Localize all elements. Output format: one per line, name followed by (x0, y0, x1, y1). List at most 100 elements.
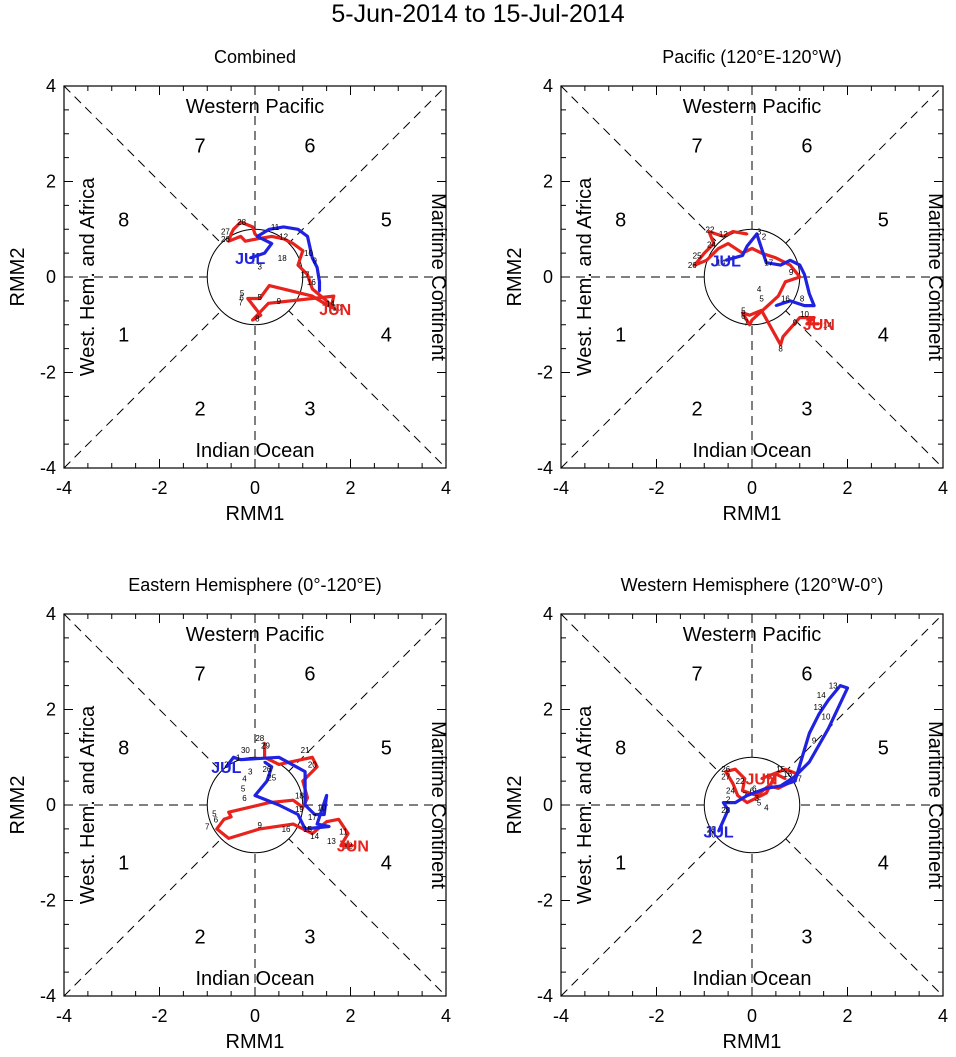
series-point-jul (268, 228, 271, 231)
region-label-top: Western Pacific (683, 624, 822, 646)
y-tick-label: 2 (543, 172, 553, 192)
y-tick-label: 2 (46, 700, 56, 720)
series-point-jun (805, 322, 809, 325)
series-point-jun (251, 318, 254, 322)
series-point-jun (325, 820, 328, 823)
phase-number: 2 (692, 926, 703, 948)
phase-number: 2 (195, 926, 206, 948)
phase-number: 1 (118, 852, 129, 874)
day-label: 18 (295, 791, 304, 800)
series-point-jun (306, 273, 309, 276)
x-tick-label: 4 (441, 478, 451, 498)
series-point-jul (793, 775, 797, 778)
series-point-jun (760, 309, 763, 312)
series-point-jun (750, 247, 754, 250)
series-point-jun (736, 794, 739, 797)
series-point-jul (746, 244, 749, 248)
series-point-jul (256, 235, 259, 238)
y-tick-label: 0 (46, 267, 56, 287)
region-label-bottom: Indian Ocean (196, 440, 315, 462)
day-label: 26 (262, 765, 271, 774)
series-point-jun (258, 297, 261, 300)
day-label: 5 (241, 784, 246, 793)
day-label: 16 (307, 278, 316, 287)
panel-title: Combined (214, 47, 296, 67)
day-label: 26 (221, 235, 230, 244)
series-point-jun (334, 307, 337, 311)
series-point-jun (784, 280, 787, 283)
series-point-jul (277, 803, 281, 807)
day-label: 16 (783, 770, 792, 779)
day-label: 6 (752, 784, 757, 793)
day-label: 21 (301, 746, 310, 755)
series-point-jun (779, 343, 782, 347)
day-label: 7 (744, 318, 749, 327)
day-label: 6 (242, 794, 247, 803)
series-point-jun (351, 844, 355, 847)
y-tick-label: 0 (543, 267, 553, 287)
series-point-jun (258, 827, 261, 831)
series-point-jul (812, 304, 816, 307)
x-tick-label: -4 (56, 1006, 72, 1026)
day-label: 16 (282, 825, 291, 834)
series-point-jun (731, 782, 735, 785)
series-point-jun (301, 806, 304, 809)
series-point-jun (337, 818, 340, 821)
x-tick-label: 0 (747, 1006, 757, 1026)
series-month-label-jul: JUL (703, 824, 733, 841)
series-point-jun (741, 311, 744, 315)
series-point-jun (812, 316, 816, 319)
day-label: 7 (205, 822, 210, 831)
series-point-jul (296, 813, 300, 816)
region-label-right: Maritime Continent (427, 193, 449, 361)
series-point-jun (311, 294, 314, 298)
series-point-jun (222, 818, 226, 821)
figure-title: 5-Jun-2014 to 15-Jul-2014 (331, 0, 624, 28)
series-point-jun (251, 225, 254, 229)
series-point-jul (827, 698, 830, 702)
day-label: 25 (693, 252, 702, 261)
day-label: 6 (750, 787, 755, 796)
phase-number: 7 (195, 664, 206, 686)
x-tick-label: -2 (648, 478, 664, 498)
day-label: 30 (241, 746, 250, 755)
phase-number: 8 (118, 210, 129, 232)
series-point-jul (249, 256, 252, 260)
series-point-jul (724, 259, 727, 262)
series-point-jul (303, 770, 307, 773)
series-point-jun (755, 794, 758, 797)
day-label: 17 (301, 271, 310, 280)
series-point-jul (774, 304, 778, 307)
y-tick-label: 4 (543, 76, 553, 96)
series-point-jul (253, 794, 257, 797)
day-label: 8 (255, 315, 260, 324)
series-point-jul (803, 304, 806, 307)
region-label-right: Maritime Continent (924, 721, 946, 889)
phase-number: 6 (304, 136, 315, 158)
series-point-jun (268, 284, 271, 287)
series-point-jun (789, 263, 792, 267)
y-tick-label: 4 (543, 604, 553, 624)
y-axis-label: RMM2 (7, 776, 29, 835)
phase-number: 2 (195, 398, 206, 420)
series-point-jun (703, 251, 706, 255)
day-label: 26 (721, 765, 730, 774)
y-axis-label: RMM2 (504, 776, 526, 835)
series-line-jul (249, 225, 322, 292)
series-point-jun (315, 765, 319, 768)
day-label: 27 (221, 228, 230, 237)
series-point-jul (318, 290, 321, 293)
day-label: 9 (277, 297, 282, 306)
region-label-right: Maritime Continent (427, 721, 449, 889)
series-month-label-jun: JUN (746, 772, 778, 789)
day-label: 2 (224, 760, 229, 769)
day-label: 7 (238, 298, 243, 307)
series-point-jun (259, 314, 262, 317)
x-axis-label: RMM1 (226, 503, 285, 525)
day-label: 5 (741, 306, 746, 315)
series-point-jun (301, 779, 304, 783)
phase-number: 3 (304, 398, 315, 420)
day-label: 5 (212, 810, 217, 819)
series-month-label-jun: JUN (319, 302, 351, 319)
